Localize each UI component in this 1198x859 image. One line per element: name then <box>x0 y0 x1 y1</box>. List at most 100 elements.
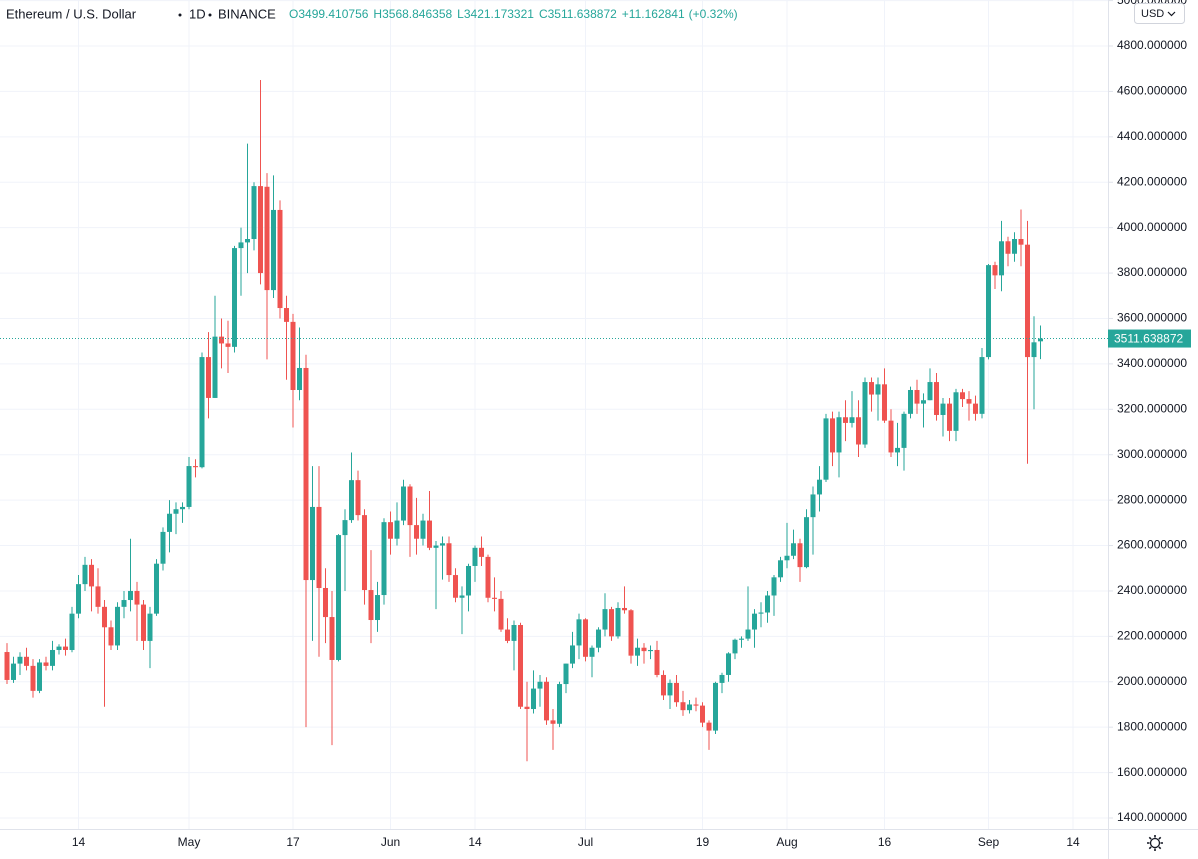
candle-body <box>921 400 926 404</box>
candle-body <box>836 417 842 453</box>
candle-body <box>791 543 796 556</box>
candle-body <box>843 417 848 423</box>
currency-dropdown[interactable] <box>1134 3 1185 24</box>
candle-body <box>134 590 140 605</box>
candle-body <box>966 399 972 404</box>
candle-body <box>635 647 640 656</box>
x-tick-label: Sep <box>978 835 1000 849</box>
candle-body <box>505 629 510 641</box>
last-price-box <box>1108 329 1191 348</box>
candle-body <box>43 662 49 666</box>
x-tick-label: 14 <box>468 835 482 849</box>
y-tick-label: 1600.000000 <box>1117 765 1187 779</box>
candle-body <box>160 531 166 564</box>
candle-body <box>778 560 783 578</box>
candle-body <box>310 506 315 581</box>
candle-body <box>212 336 218 398</box>
candle-body <box>641 647 647 652</box>
candle-body <box>76 584 81 614</box>
candle-body <box>24 656 29 666</box>
candle-body <box>258 186 263 274</box>
candle-body <box>89 564 94 587</box>
candle-body <box>1038 338 1043 342</box>
candle-body <box>849 417 855 423</box>
candle-body <box>342 520 348 536</box>
candle-body <box>745 629 751 639</box>
candle-body <box>375 595 380 621</box>
candle-body <box>752 613 757 630</box>
candle-body <box>147 613 153 641</box>
ohlc-legend: O3499.410756 H3568.846358 L3421.173321 C351… <box>289 7 738 21</box>
candle-body <box>882 384 887 421</box>
dropdown-chevron <box>1167 11 1176 17</box>
settings-icon[interactable] <box>1147 835 1163 851</box>
candle-body <box>797 543 803 568</box>
candle-body <box>524 706 530 710</box>
candle-body <box>167 513 172 532</box>
candle-body <box>284 308 289 322</box>
candle-body <box>674 682 679 703</box>
candle-body <box>758 612 764 614</box>
y-tick-label: 3200.000000 <box>1117 401 1187 415</box>
candle-body <box>381 522 387 596</box>
candle-body <box>17 656 23 664</box>
candle-body <box>420 520 426 539</box>
candle-body <box>732 639 738 654</box>
candle-body <box>700 705 705 723</box>
x-tick-label: 16 <box>878 835 892 849</box>
y-tick-label: 3600.000000 <box>1117 311 1187 325</box>
interval[interactable]: 1D <box>189 6 206 21</box>
candle-body <box>934 382 939 415</box>
candle-body <box>82 564 88 585</box>
candle-body <box>570 645 575 664</box>
candle-body <box>1018 239 1024 245</box>
y-tick-label: 4800.000000 <box>1117 38 1187 52</box>
candle-body <box>784 555 790 561</box>
candle-body <box>433 545 439 548</box>
candle-body <box>30 665 36 691</box>
candle-body <box>407 486 413 526</box>
x-tick-label: 19 <box>696 835 710 849</box>
candle-body <box>128 590 133 601</box>
candle-body <box>856 417 861 445</box>
legend-key: C <box>539 7 548 21</box>
currency-label[interactable]: USD <box>1141 8 1164 20</box>
candle-body <box>1025 244 1030 358</box>
candle-body <box>654 649 660 675</box>
separator <box>208 13 212 17</box>
grid <box>0 0 1108 829</box>
candle-body <box>186 466 192 507</box>
candle-body <box>531 688 536 710</box>
x-tick-label: May <box>178 835 201 849</box>
candle-body <box>830 418 835 453</box>
candle-body <box>492 597 497 599</box>
candle-body <box>11 663 16 680</box>
candle-body <box>50 649 55 666</box>
candle-body <box>37 662 42 691</box>
candle-body <box>693 704 699 706</box>
candle-body <box>297 367 302 391</box>
candle-body <box>264 186 270 291</box>
last-price-label: 3511.638872 <box>1114 332 1184 346</box>
candle-body <box>804 517 809 568</box>
symbol-title[interactable]: Ethereum / U.S. Dollar <box>6 6 137 21</box>
candle-body <box>609 609 614 637</box>
y-tick-label: 4400.000000 <box>1117 129 1187 143</box>
candle-body <box>193 466 198 468</box>
exchange: BINANCE <box>218 6 276 21</box>
y-tick-label: 4600.000000 <box>1117 84 1187 98</box>
candle-body <box>63 646 68 650</box>
candle-body <box>661 674 666 696</box>
legend-key: H <box>373 7 382 21</box>
candle-body <box>336 535 341 660</box>
candle-body <box>511 625 517 641</box>
candle-body <box>602 609 608 630</box>
candle-body <box>232 248 237 347</box>
y-tick-label: 3000.000000 <box>1117 447 1187 461</box>
candle-body <box>245 239 250 243</box>
candle-body <box>999 241 1004 276</box>
candle-body <box>550 720 556 724</box>
candle-body <box>576 619 582 646</box>
